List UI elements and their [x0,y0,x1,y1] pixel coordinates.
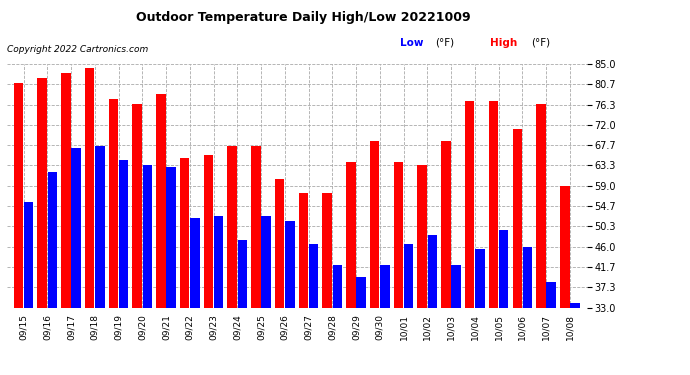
Bar [285,221,295,308]
Bar [404,244,413,308]
Bar [262,216,271,308]
Bar [228,146,237,308]
Bar [251,146,261,308]
Bar [394,162,403,308]
Bar [370,141,380,308]
Bar [465,101,475,308]
Bar [180,158,190,308]
Bar [536,104,546,308]
Bar [71,148,81,308]
Bar [190,218,199,308]
Text: (°F): (°F) [435,38,454,48]
Bar [275,178,284,308]
Bar [37,78,47,308]
Bar [85,68,95,308]
Text: Outdoor Temperature Daily High/Low 20221009: Outdoor Temperature Daily High/Low 20221… [137,11,471,24]
Bar [513,129,522,308]
Bar [322,193,332,308]
Bar [428,235,437,308]
Bar [417,165,427,308]
Bar [299,193,308,308]
Bar [14,82,23,308]
Bar [143,165,152,308]
Bar [570,303,580,307]
Bar [523,247,532,308]
Bar [95,146,105,308]
Text: High: High [490,38,517,48]
Bar [380,266,390,308]
Bar [499,230,509,308]
Bar [475,249,484,308]
Bar [109,99,118,308]
Bar [560,186,569,308]
Bar [451,266,461,308]
Bar [48,172,57,308]
Bar [357,277,366,308]
Bar [489,101,498,308]
Bar [132,104,142,308]
Bar [546,282,556,308]
Bar [333,266,342,308]
Bar [237,240,247,308]
Text: (°F): (°F) [531,38,551,48]
Bar [204,155,213,308]
Bar [214,216,224,308]
Text: Low: Low [400,38,424,48]
Bar [309,244,319,308]
Bar [441,141,451,308]
Bar [166,167,176,308]
Bar [61,73,70,308]
Text: Copyright 2022 Cartronics.com: Copyright 2022 Cartronics.com [7,45,148,54]
Bar [156,94,166,308]
Bar [119,160,128,308]
Bar [24,202,33,308]
Bar [346,162,356,308]
